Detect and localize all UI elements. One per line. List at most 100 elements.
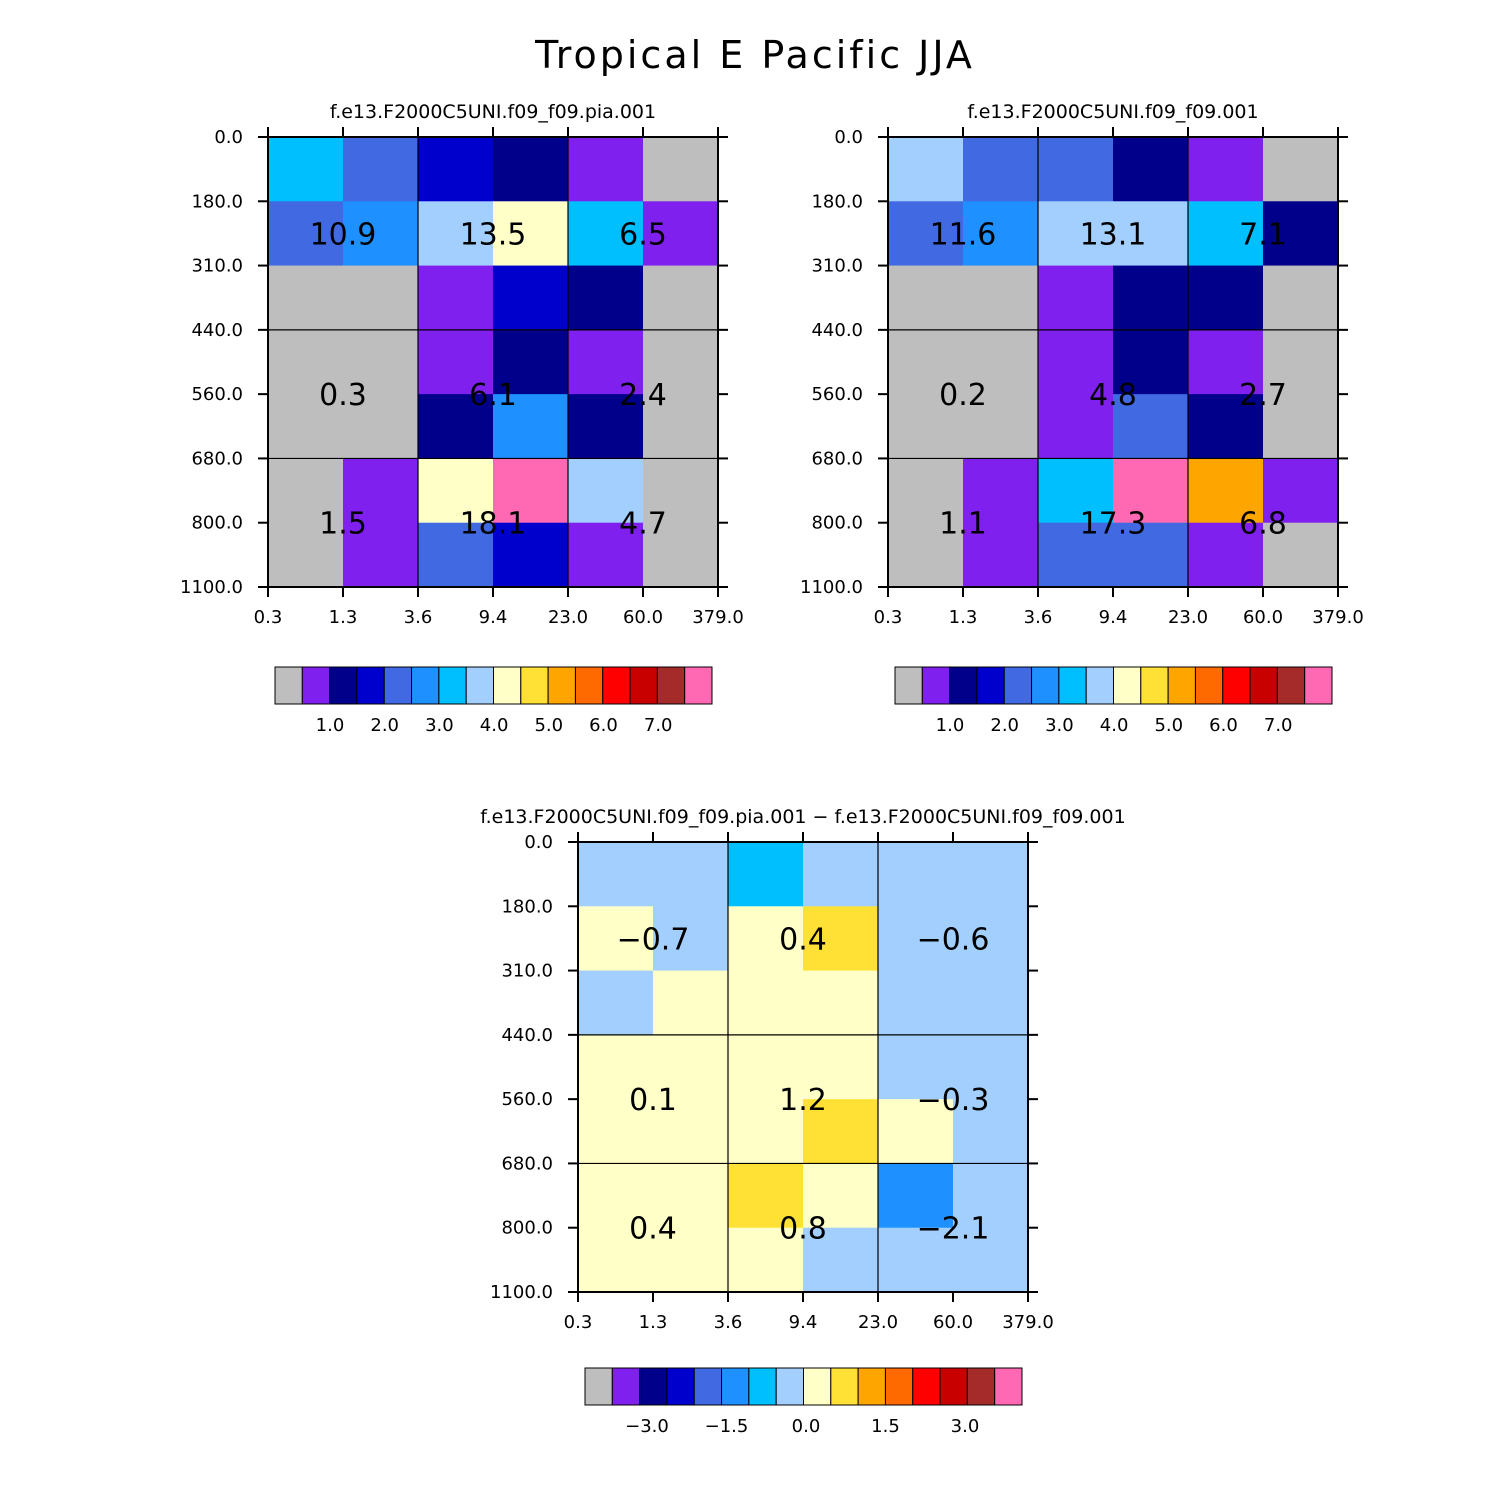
heatmap-cell [803,970,879,1036]
panel-title: f.e13.F2000C5UNI.f09_f09.pia.001 − f.e13… [480,806,1125,828]
heatmap-cell [418,522,494,588]
heatmap-cell [418,329,494,395]
heatmap-cell [418,394,494,460]
colorbar-swatch [520,666,549,705]
heatmap-cell [653,1163,729,1229]
cell-value-label: 1.2 [779,1083,827,1118]
figure-title: Tropical E Pacific JJA [534,33,975,77]
panel-2: f.e13.F2000C5UNI.f09_f09.001 11.6 13.1 7.1 0… [800,101,1364,736]
heatmap-cell [653,1034,729,1100]
x-tick-label: 0.3 [874,607,903,628]
heatmap-cell [1188,394,1264,460]
heatmap-cell [1263,522,1339,588]
y-tick-label: 0.0 [834,127,863,148]
cell-value-label: 10.9 [310,217,377,252]
heatmap-cell [578,1099,654,1165]
heatmap-cell [803,1163,879,1229]
heatmap-cell [888,522,964,588]
heatmap-cell [493,522,569,588]
cell-value-label: 1.5 [319,507,367,542]
heatmap-cell [343,329,419,395]
colorbar-swatch [493,666,522,705]
heatmap-cell [343,201,419,267]
cell-value-label: 0.2 [939,378,987,413]
cell-value-label: 13.5 [460,217,527,252]
colorbar-swatch [465,666,494,705]
cell-value-label: 0.8 [779,1212,827,1247]
cell-value-label: 4.7 [619,507,667,542]
colorbar-swatch [921,666,951,705]
heatmap-cell [418,201,494,267]
colorbar-swatch [639,1367,668,1406]
heatmap-cell [888,137,964,202]
colorbar-label: −1.5 [705,1416,749,1437]
heatmap-cell [568,522,644,588]
colorbar-swatch [411,666,440,705]
y-tick-label: 440.0 [501,1025,553,1046]
colorbar-swatch [721,1367,750,1406]
y-tick-label: 800.0 [811,513,863,534]
y-tick-label: 310.0 [501,961,553,982]
heatmap-cell [268,329,344,395]
heatmap-cell [568,137,644,202]
colorbar-swatch [1167,666,1196,705]
colorbar-swatch [1276,666,1306,705]
heatmap-cell [1263,201,1339,267]
colorbar-swatch [1222,666,1251,705]
cell-value-label: −0.3 [917,1083,990,1118]
x-tick-label: 60.0 [933,1312,973,1333]
y-tick-label: 180.0 [501,896,553,917]
colorbar-label: 3.0 [425,715,454,736]
heatmap-cell [888,458,964,524]
heatmap-cell [1038,458,1114,524]
heatmap-cell [268,201,344,267]
x-tick-label: 3.6 [404,607,433,628]
colorbar-label: 4.0 [1100,715,1129,736]
heatmap-cell [268,522,344,588]
heatmap-cell [343,522,419,588]
heatmap-cell [578,1227,654,1293]
colorbar-swatch [994,1367,1023,1406]
heatmap-cell [803,1227,879,1293]
heatmap-cell [963,394,1039,460]
heatmap-cell [268,458,344,524]
x-tick-label: 379.0 [692,607,744,628]
y-tick-label: 1100.0 [490,1282,553,1303]
colorbar-swatch [857,1367,886,1406]
colorbar-swatch [949,666,978,705]
heatmap-cell [268,265,344,331]
colorbar-swatch [1140,666,1169,705]
heatmap-cell [1263,137,1339,202]
heatmap-cell [643,458,719,524]
heatmap-cell [653,906,729,972]
heatmap-cell [1038,522,1114,588]
colorbar-swatch [1304,666,1333,705]
y-tick-label: 560.0 [501,1089,553,1110]
heatmap-cell [1113,458,1189,524]
cell-value-label: 6.5 [619,217,667,252]
x-tick-label: 9.4 [789,1312,818,1333]
colorbar-swatch [547,666,576,705]
heatmap-cell [888,201,964,267]
heatmap-cell [888,394,964,460]
heatmap-cell [1188,265,1264,331]
cell-value-label: 13.1 [1080,217,1147,252]
cell-value-label: 1.1 [939,507,987,542]
heatmap-cell [1113,265,1189,331]
colorbar-swatch [602,666,631,705]
heatmap-cell [653,842,729,907]
y-tick-label: 680.0 [811,448,863,469]
heatmap-cell [418,137,494,202]
cell-value-label: 0.4 [629,1212,677,1247]
cell-value-label: −2.1 [917,1212,990,1247]
x-tick-label: 1.3 [639,1312,668,1333]
heatmap-cell [643,394,719,460]
heatmap-cell [1113,329,1189,395]
heatmap-cell [1188,137,1264,202]
heatmap-cell [878,1099,954,1165]
heatmap-cell [1113,201,1189,267]
y-tick-label: 560.0 [811,384,863,405]
x-tick-label: 60.0 [623,607,663,628]
heatmap-cell [888,265,964,331]
cell-value-label: 6.1 [469,378,517,413]
